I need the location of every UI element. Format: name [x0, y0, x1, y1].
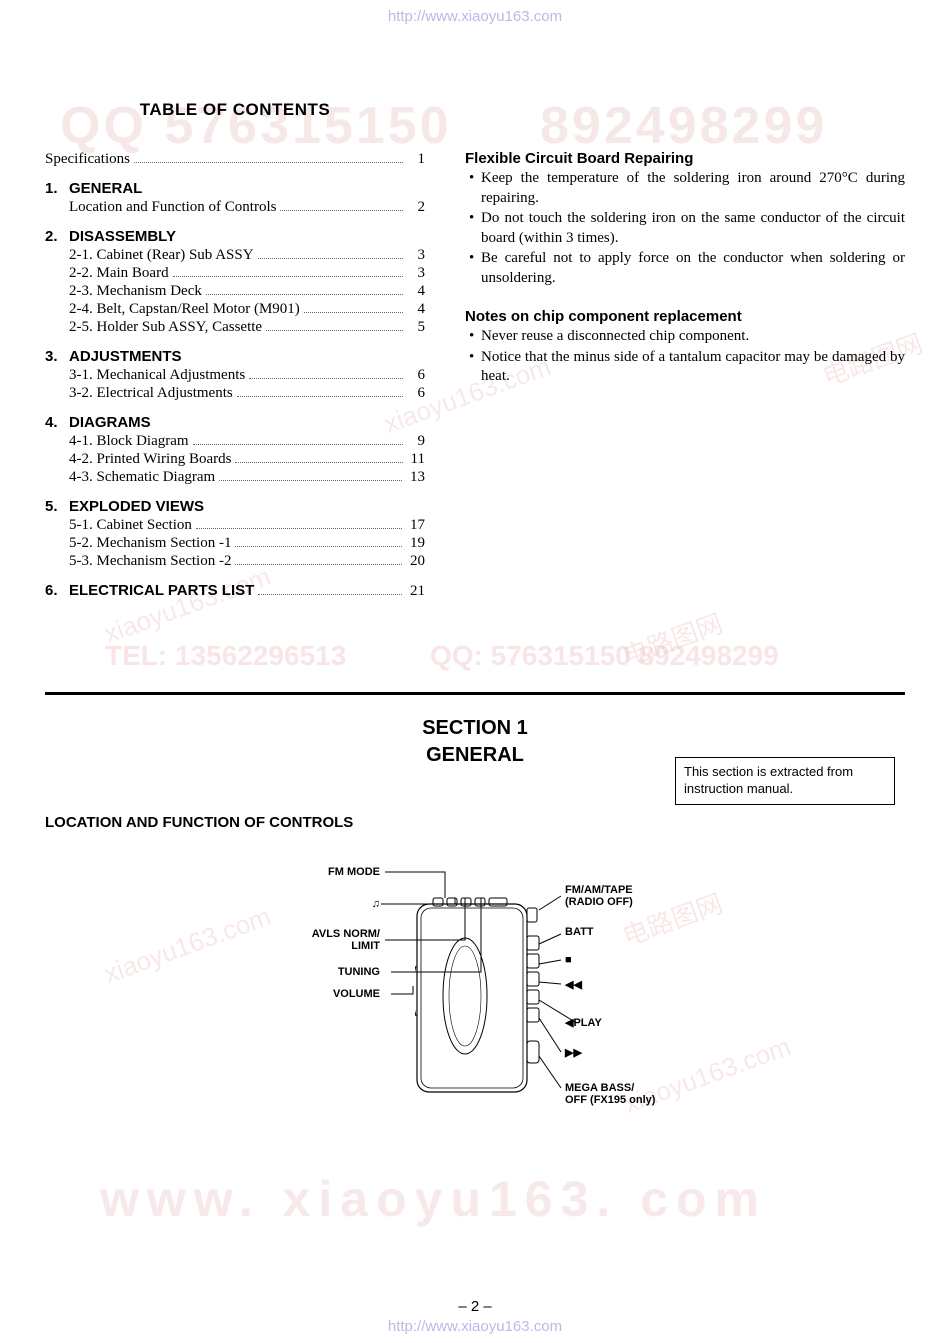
diagram-label: MEGA BASS/OFF (FX195 only) — [565, 1082, 655, 1106]
footer-url: http://www.xiaoyu163.com — [0, 1318, 950, 1335]
diagram-label: FM/AM/TAPE(RADIO OFF) — [565, 884, 633, 908]
toc-item: 2-1. Cabinet (Rear) Sub ASSY3 — [69, 247, 425, 264]
toc-item: 5-2. Mechanism Section -119 — [69, 535, 425, 552]
diagram-label: ▶▶ — [565, 1046, 582, 1059]
diagram-label: ◀PLAY — [565, 1016, 602, 1029]
toc-item: 2-4. Belt, Capstan/Reel Motor (M901)4 — [69, 301, 425, 318]
toc-page: 1 — [407, 151, 425, 168]
diagram-label: BATT — [565, 926, 594, 938]
toc-title: TABLE OF CONTENTS — [45, 100, 425, 120]
bullet-item: Keep the temperature of the soldering ir… — [465, 169, 905, 208]
toc-item: 5-3. Mechanism Section -220 — [69, 553, 425, 570]
diagram-label: ◀◀ — [565, 978, 582, 991]
toc-item: 5-1. Cabinet Section17 — [69, 517, 425, 534]
toc-section: 4.DIAGRAMS — [45, 414, 425, 431]
toc-item: 4-3. Schematic Diagram13 — [69, 469, 425, 486]
toc-item: Location and Function of Controls2 — [69, 199, 425, 216]
subheading: Flexible Circuit Board Repairing — [465, 150, 905, 167]
toc-item: 2-5. Holder Sub ASSY, Cassette5 — [69, 319, 425, 336]
controls-title: LOCATION AND FUNCTION OF CONTROLS — [45, 814, 905, 831]
diagram-label: VOLUME — [333, 988, 380, 1000]
toc-item: 3-1. Mechanical Adjustments6 — [69, 367, 425, 384]
divider — [45, 692, 905, 695]
bullet-item: Never reuse a disconnected chip componen… — [465, 327, 905, 347]
bullet-item: Be careful not to apply force on the con… — [465, 249, 905, 288]
diagram-label: FM MODE — [328, 866, 380, 878]
bullet-list: Keep the temperature of the soldering ir… — [465, 169, 905, 288]
note-box: This section is extracted from instructi… — [675, 757, 895, 805]
diagram-label: ■ — [565, 954, 572, 966]
toc-item: 3-2. Electrical Adjustments6 — [69, 385, 425, 402]
page-number: – 2 – — [0, 1298, 950, 1315]
toc-item: 2-2. Main Board3 — [69, 265, 425, 282]
diagram-label: AVLS NORM/LIMIT — [312, 928, 380, 952]
bullet-item: Notice that the minus side of a tantalum… — [465, 348, 905, 387]
toc-label: Specifications — [45, 151, 130, 168]
diagram-label: ♫ — [372, 898, 380, 910]
toc-item: Specifications 1 — [45, 151, 425, 168]
header-url: http://www.xiaoyu163.com — [0, 8, 950, 25]
subheading: Notes on chip component replacement — [465, 308, 905, 325]
toc-section: 5.EXPLODED VIEWS — [45, 498, 425, 515]
toc-item: 4-2. Printed Wiring Boards11 — [69, 451, 425, 468]
bullet-item: Do not touch the soldering iron on the s… — [465, 209, 905, 248]
toc-section: 6.ELECTRICAL PARTS LIST21 — [45, 582, 425, 600]
toc-section: 2.DISASSEMBLY — [45, 228, 425, 245]
controls-diagram: FM MODE ♫ AVLS NORM/LIMIT TUNING VOLUME FM/A… — [45, 866, 905, 1166]
toc-section: 3.ADJUSTMENTS — [45, 348, 425, 365]
toc-item: 4-1. Block Diagram9 — [69, 433, 425, 450]
watermark: www. xiaoyu163. com — [100, 1170, 767, 1228]
bullet-list: Never reuse a disconnected chip componen… — [465, 327, 905, 387]
toc-item: 2-3. Mechanism Deck4 — [69, 283, 425, 300]
diagram-label: TUNING — [338, 966, 380, 978]
toc-section: 1.GENERAL — [45, 180, 425, 197]
